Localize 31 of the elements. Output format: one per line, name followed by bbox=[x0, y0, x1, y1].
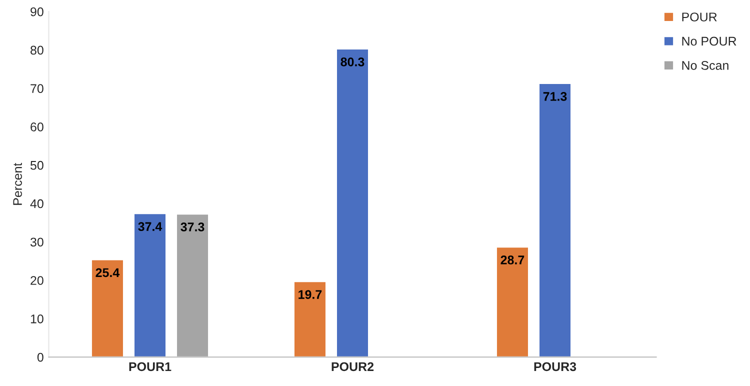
legend-label: No Scan bbox=[682, 61, 728, 70]
y-tick-label: 80 bbox=[30, 46, 44, 55]
x-tick-label: POUR1 bbox=[129, 362, 172, 372]
y-tick-label: 30 bbox=[30, 238, 44, 247]
data-label: 37.4 bbox=[138, 222, 162, 232]
x-tick-label: POUR2 bbox=[332, 362, 374, 372]
y-axis-title: Percent bbox=[13, 162, 22, 205]
bar bbox=[336, 48, 370, 358]
bar bbox=[176, 213, 210, 358]
data-label: 28.7 bbox=[500, 256, 524, 264]
y-tick-label: 60 bbox=[30, 122, 44, 132]
legend-label: No POUR bbox=[682, 36, 736, 46]
data-label: 80.3 bbox=[340, 57, 364, 66]
y-tick-label: 0 bbox=[37, 352, 44, 362]
y-tick-label: 40 bbox=[30, 199, 44, 208]
x-tick-label: POUR3 bbox=[534, 362, 576, 372]
y-tick-label: 50 bbox=[30, 160, 44, 170]
y-tick-label: 10 bbox=[30, 314, 44, 324]
data-label: 25.4 bbox=[96, 268, 120, 278]
bar bbox=[133, 212, 167, 358]
bar bbox=[538, 82, 572, 358]
y-tick-label: 90 bbox=[30, 7, 44, 16]
bar bbox=[293, 280, 327, 358]
y-tick-label: 20 bbox=[30, 276, 44, 285]
data-label: 19.7 bbox=[298, 290, 322, 299]
bar bbox=[496, 246, 530, 358]
data-label: 37.3 bbox=[180, 222, 204, 232]
data-label: 71.3 bbox=[543, 92, 567, 101]
y-tick-label: 70 bbox=[30, 84, 44, 94]
bar bbox=[90, 258, 124, 358]
legend-label: POUR bbox=[682, 12, 717, 22]
